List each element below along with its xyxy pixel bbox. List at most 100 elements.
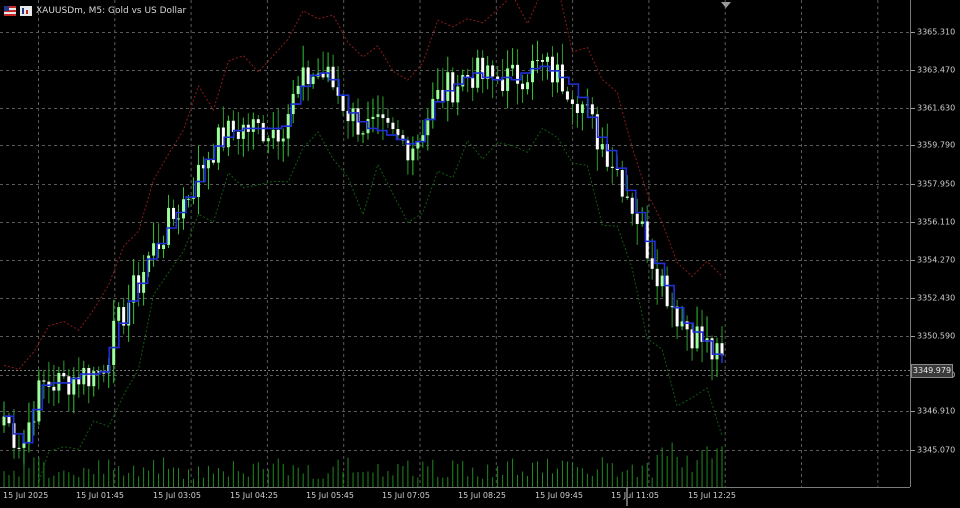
candle-body — [157, 243, 161, 250]
candle-body — [296, 85, 300, 94]
candle-body — [436, 89, 440, 99]
candle-body — [341, 95, 345, 111]
price-tick — [911, 70, 915, 71]
price-tick — [911, 260, 915, 261]
candle-body — [421, 135, 425, 142]
candle-body — [266, 138, 270, 142]
time-label: 15 Jul 2025 — [3, 491, 49, 500]
candle-body — [456, 86, 460, 103]
candle-body — [102, 372, 106, 374]
candle-body — [416, 141, 420, 149]
chart-shift-marker[interactable] — [721, 2, 731, 8]
price-tick — [911, 450, 915, 451]
candle-body — [92, 371, 96, 387]
candle-body — [216, 127, 220, 163]
candle-body — [376, 114, 380, 117]
time-label: 15 Jul 07:05 — [382, 491, 430, 500]
candle-body — [670, 306, 674, 308]
price-tick — [911, 298, 915, 299]
candle-body — [281, 138, 285, 142]
candle-body — [351, 108, 355, 122]
price-axis[interactable]: 3365.310 3363.470 3361.630 3359.790 3357.950… — [910, 0, 960, 487]
candle-body — [72, 377, 76, 395]
candle-body — [381, 114, 385, 119]
candle-body — [186, 198, 190, 200]
time-label: 15 Jul 01:45 — [76, 491, 124, 500]
candle-body — [182, 199, 185, 219]
candle-body — [675, 306, 679, 327]
candle-body — [67, 376, 71, 395]
candle-body — [620, 170, 624, 197]
candle-body — [256, 119, 260, 123]
candle-body — [201, 164, 205, 169]
candle-body — [211, 159, 215, 163]
candle-body — [695, 326, 699, 349]
candle-body — [97, 371, 101, 373]
current-price-label: 3349.979 — [911, 364, 953, 378]
candle-body — [177, 218, 181, 220]
indicator-mid-line — [4, 65, 723, 444]
candle-body — [87, 368, 91, 387]
price-label: 3352.430 — [917, 293, 956, 303]
candle-body — [486, 65, 490, 80]
indicator-lower-line — [36, 127, 723, 487]
candle-body — [720, 343, 724, 356]
candle-body — [406, 140, 410, 161]
candle-body — [32, 421, 36, 423]
price-tick — [911, 145, 915, 146]
candle-body — [600, 144, 604, 150]
candle-body — [516, 64, 520, 84]
candle-body — [361, 133, 365, 135]
candle-body — [570, 99, 574, 104]
candle-body — [261, 122, 265, 142]
candle-body — [331, 66, 335, 88]
symbol-title: XAUUSDm, M5: Gold vs US Dollar — [36, 6, 187, 16]
time-axis[interactable]: 15 Jul 2025 15 Jul 01:45 15 Jul 03:05 15 Ju… — [0, 487, 910, 508]
price-label: 3346.910 — [917, 406, 956, 416]
candle-body — [346, 110, 350, 122]
candle-body — [251, 119, 255, 132]
price-label: 3345.070 — [917, 445, 956, 455]
price-label: 3365.310 — [917, 27, 956, 37]
candle-body — [142, 272, 146, 293]
candle-body — [391, 122, 395, 130]
time-label: 15 Jul 11:05 — [611, 491, 659, 500]
time-label: 15 Jul 12:25 — [688, 491, 736, 500]
price-label: 3363.470 — [917, 65, 956, 75]
indicator-upper-line — [3, 0, 723, 370]
candle-body — [401, 135, 405, 141]
candle-body — [311, 76, 315, 85]
candle-body — [167, 207, 171, 245]
candle-body — [715, 343, 719, 360]
candle-body — [226, 120, 230, 148]
candle-body — [506, 68, 510, 91]
time-scroll-marker[interactable] — [626, 488, 628, 506]
candle-body — [62, 372, 66, 377]
price-tick — [911, 108, 915, 109]
price-label: 3359.790 — [917, 140, 956, 150]
candle-body — [665, 275, 669, 307]
candle-body — [57, 372, 61, 391]
candle-body — [236, 131, 240, 139]
candle-body — [635, 213, 639, 224]
price-label: 3361.630 — [917, 103, 956, 113]
price-tick — [911, 222, 915, 223]
candle-body — [550, 56, 554, 83]
candle-body — [52, 386, 56, 391]
candle-body — [491, 65, 495, 77]
candle-body — [660, 275, 664, 287]
candle-body — [446, 72, 450, 101]
candle-body — [521, 83, 525, 90]
price-chart[interactable] — [0, 0, 910, 487]
candle-body — [655, 268, 659, 287]
candle-body — [466, 74, 470, 78]
candle-body — [112, 320, 116, 365]
candle-body — [690, 329, 694, 349]
candle-body — [2, 416, 6, 426]
candle-body — [645, 221, 649, 259]
candle-body — [705, 338, 709, 342]
candle-body — [496, 76, 500, 80]
candle-body — [640, 221, 644, 224]
candle-body — [152, 243, 156, 256]
